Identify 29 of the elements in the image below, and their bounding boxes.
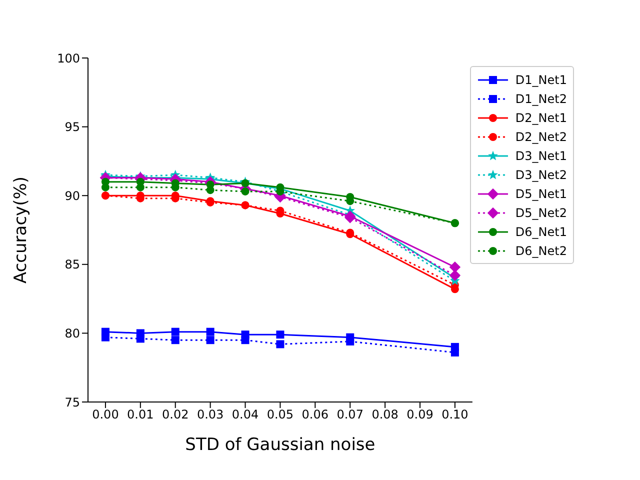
x-tick-label: 0.04 xyxy=(232,408,259,422)
legend-label: D6_Net2 xyxy=(515,244,567,258)
x-tick-label: 0.10 xyxy=(442,408,468,422)
x-tick-label: 0.09 xyxy=(406,408,434,422)
legend-label: D5_Net2 xyxy=(515,206,567,220)
x-tick-label: 0.08 xyxy=(372,408,398,422)
legend-label: D2_Net1 xyxy=(515,110,567,124)
x-tick-label: 0.01 xyxy=(127,408,154,422)
x-tick-label: 0.03 xyxy=(196,408,224,422)
legend-label: D6_Net1 xyxy=(515,224,567,238)
x-tick-label: 0.06 xyxy=(302,408,329,422)
legend-label: D1_Net2 xyxy=(515,92,567,106)
legend-label: D1_Net1 xyxy=(515,72,567,86)
y-tick-label: 90 xyxy=(64,188,80,203)
legend-label: D2_Net2 xyxy=(515,130,567,144)
legend-label: D3_Net2 xyxy=(515,168,567,182)
legend-label: D5_Net1 xyxy=(515,186,567,200)
y-tick-label: 95 xyxy=(64,120,80,134)
x-tick-label: 0.07 xyxy=(336,408,364,422)
y-tick-label: 80 xyxy=(64,326,80,340)
y-tick-label: 100 xyxy=(57,51,80,66)
x-tick-label: 0.02 xyxy=(162,408,189,422)
x-axis-title: STD of Gaussian noise xyxy=(185,435,376,455)
y-axis-title: Accuracy(%) xyxy=(11,176,32,284)
x-tick-label: 0.05 xyxy=(266,408,294,422)
y-tick-label: 75 xyxy=(64,395,80,410)
x-tick-label: 0.00 xyxy=(92,408,119,422)
legend-label: D3_Net1 xyxy=(515,148,567,162)
y-tick-label: 85 xyxy=(64,258,80,272)
